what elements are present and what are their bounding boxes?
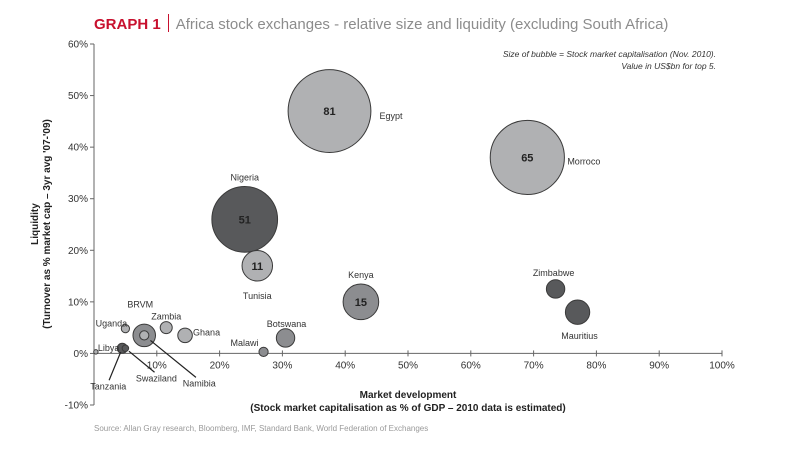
bubbles: 81 65 51 15 11: [93, 69, 591, 357]
leader-line-tanzania: [108, 351, 122, 381]
leader-line-swaziland: [128, 350, 155, 373]
point-label-nigeria: Nigeria: [230, 172, 259, 182]
bubble-value-kenya: 15: [355, 297, 367, 309]
bubble-value-nigeria: 51: [239, 214, 251, 226]
bubble-kenya: [342, 283, 380, 321]
point-label-malawi: Malawi: [231, 338, 259, 348]
y-tick-label: 60%: [68, 40, 88, 51]
y-tick-label: 40%: [68, 143, 88, 154]
size-note-line: Value in US$bn for top 5.: [621, 61, 716, 71]
y-tick-label: 50%: [68, 91, 88, 102]
size-note-line: Size of bubble = Stock market capitalisa…: [503, 49, 716, 59]
x-tick-label: 60%: [461, 360, 481, 371]
bubble-value-egypt: 81: [323, 106, 335, 118]
x-tick-label: 20%: [210, 360, 230, 371]
point-label-morroco: Morroco: [567, 156, 600, 166]
graph-number: GRAPH 1: [94, 16, 161, 33]
point-label-tanzania: Tanzania: [90, 381, 126, 391]
x-axis-subtitle: (Stock market capitalisation as % of GDP…: [250, 403, 566, 414]
point-label-botswana: Botswana: [267, 319, 307, 329]
header-divider: [167, 14, 169, 32]
bubble-zimbabwe: [545, 279, 566, 299]
point-label-swaziland: Swaziland: [136, 373, 177, 383]
x-tick-label: 30%: [272, 360, 292, 371]
bubble-mauritius: [564, 299, 591, 325]
x-tick-label: 40%: [335, 360, 355, 371]
bubble-malawi: [258, 346, 269, 357]
bubble-value-tunisia: 11: [251, 261, 263, 273]
y-tick-label: 10%: [68, 297, 88, 308]
point-label-libya: Libya: [98, 343, 120, 353]
x-axis-title: Market development: [360, 390, 457, 401]
leader-line-namibia: [150, 339, 197, 378]
x-tick-label: 80%: [586, 360, 606, 371]
y-tick-label: 20%: [68, 246, 88, 257]
y-tick-label: 30%: [68, 194, 88, 205]
bubble-ghana: [177, 327, 193, 344]
point-label-tunisia: Tunisia: [243, 291, 272, 301]
axis-titles: Market development (Stock market capitali…: [30, 119, 566, 414]
leader-lines: [108, 339, 197, 381]
bubble-tunisia: [241, 250, 274, 282]
source-note: Source: Allan Gray research, Bloomberg, …: [94, 424, 429, 433]
bubble-libya: [93, 349, 99, 355]
bubble-labels: Egypt Morroco Nigeria Tunisia Kenya Zimbabwe M…: [90, 111, 600, 391]
y-tick-label: 0%: [74, 349, 89, 360]
x-tick-label: 90%: [649, 360, 669, 371]
x-tick-label: 10%: [147, 360, 167, 371]
y-tick-label: -10%: [65, 401, 88, 412]
size-note: Size of bubble = Stock market capitalisa…: [503, 49, 716, 71]
bubble-swaziland: [121, 344, 130, 353]
bubble-value-morroco: 65: [521, 152, 533, 164]
point-label-egypt: Egypt: [380, 111, 404, 121]
bubble-uganda: [120, 324, 131, 334]
bubble-egypt: [287, 69, 372, 153]
bubble-zambia: [159, 321, 173, 335]
chart-header: GRAPH 1 Africa stock exchanges - relative…: [94, 14, 668, 33]
point-label-ghana: Ghana: [193, 327, 220, 337]
point-label-kenya: Kenya: [348, 270, 374, 280]
point-label-namibia: Namibia: [183, 378, 216, 388]
bubble-nigeria: [211, 185, 279, 253]
y-axis-subtitle: (Turnover as % market cap – 3yr avg '07-…: [42, 119, 53, 329]
bubble-namibia: [139, 330, 150, 341]
bubble-botswana: [275, 328, 296, 348]
bubble-morroco: [489, 119, 565, 196]
point-label-zambia: Zambia: [151, 312, 181, 322]
point-label-zimbabwe: Zimbabwe: [533, 268, 575, 278]
chart-title: Africa stock exchanges - relative size a…: [175, 16, 669, 33]
point-label-mauritius: Mauritius: [561, 331, 598, 341]
axes: -10% 0% 10% 20% 30% 40% 50% 60% 10% 20% 30% 40% 50% 6…: [65, 40, 735, 412]
point-label-uganda: Uganda: [96, 319, 128, 329]
y-axis-title: Liquidity: [30, 203, 41, 245]
point-label-brvm: BRVM: [127, 299, 153, 309]
x-tick-label: 50%: [398, 360, 418, 371]
x-tick-label: 100%: [709, 360, 735, 371]
x-tick-label: 70%: [524, 360, 544, 371]
